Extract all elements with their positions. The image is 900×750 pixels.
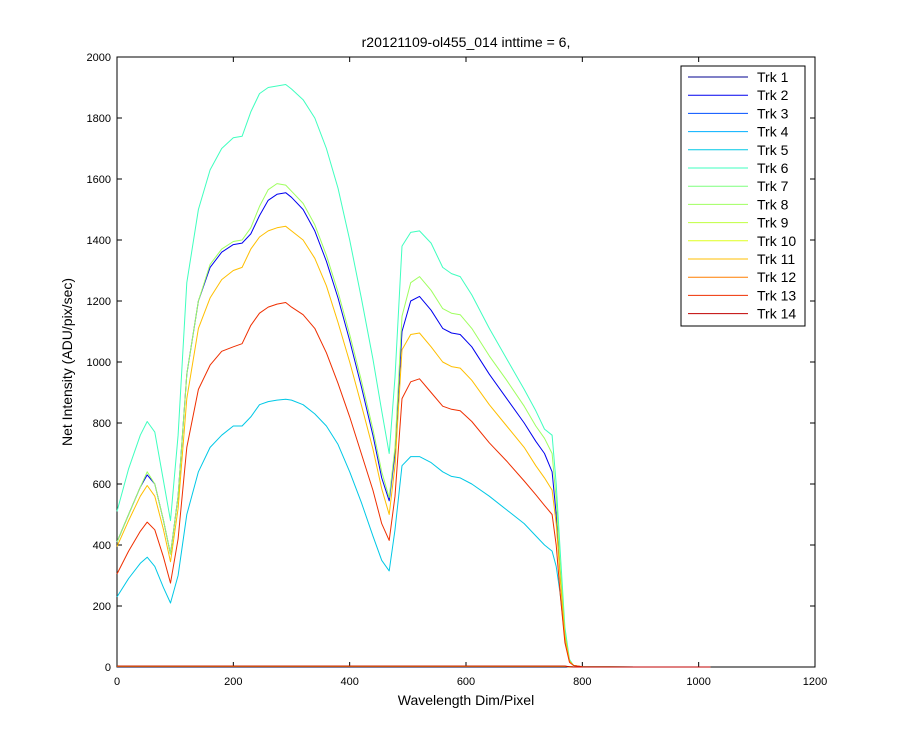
x-tick-label: 1200 <box>803 676 827 688</box>
legend: Trk 1 Trk 2 Trk 3 Trk 4 Trk 5 Trk 6 Trk 7 Trk 8… <box>680 65 806 327</box>
legend-label: Trk 7 <box>757 178 789 194</box>
series-line-trk-14 <box>117 665 711 668</box>
y-tick-label: 1600 <box>87 174 111 186</box>
x-tick-label: 0 <box>114 676 120 688</box>
series-line-trk-6 <box>116 84 711 668</box>
chart-title: r20121109-ol455_014 inttime = 6, <box>362 34 571 50</box>
series-line-trk-5 <box>116 398 711 668</box>
x-tick-label: 600 <box>457 676 475 688</box>
y-tick-label: 1200 <box>87 296 111 308</box>
legend-label: Trk 14 <box>757 306 796 322</box>
series-line-trk-8 <box>116 183 711 668</box>
legend-label: Trk 9 <box>757 215 789 231</box>
legend-label: Trk 5 <box>757 142 789 158</box>
y-tick-label: 0 <box>105 662 111 674</box>
y-tick-label: 800 <box>93 418 111 430</box>
series-lines <box>116 84 711 668</box>
legend-label: Trk 1 <box>757 69 789 85</box>
legend-label: Trk 13 <box>757 287 796 303</box>
legend-label: Trk 3 <box>757 105 789 121</box>
legend-label: Trk 4 <box>757 124 789 140</box>
y-tick-label: 1800 <box>87 113 111 125</box>
legend-box <box>680 65 806 327</box>
x-tick-label: 400 <box>340 676 358 688</box>
series-line-trk-11 <box>116 225 711 668</box>
x-tick-label: 800 <box>573 676 591 688</box>
legend-label: Trk 10 <box>757 233 796 249</box>
y-tick-label: 400 <box>93 540 111 552</box>
y-tick-label: 600 <box>93 479 111 491</box>
legend-label: Trk 12 <box>757 269 796 285</box>
y-tick-label: 200 <box>93 601 111 613</box>
x-tick-label: 200 <box>224 676 242 688</box>
legend-label: Trk 8 <box>757 196 789 212</box>
y-tick-label: 2000 <box>87 52 111 64</box>
legend-label: Trk 6 <box>757 160 789 176</box>
series-line-trk-13 <box>116 302 711 668</box>
legend-label: Trk 11 <box>757 251 795 267</box>
y-axis: 0 200 400 600 800 1000 1200 1400 1600 1800 2000 <box>87 52 815 674</box>
y-tick-label: 1400 <box>87 235 111 247</box>
x-axis-label: Wavelength Dim/Pixel <box>398 692 534 708</box>
x-tick-label: 1000 <box>686 676 710 688</box>
y-tick-label: 1000 <box>87 357 111 369</box>
y-axis-label: Net Intensity (ADU/pix/sec) <box>59 278 75 446</box>
legend-label: Trk 2 <box>757 87 789 103</box>
x-axis: 0 200 400 600 800 1000 1200 <box>114 57 827 688</box>
